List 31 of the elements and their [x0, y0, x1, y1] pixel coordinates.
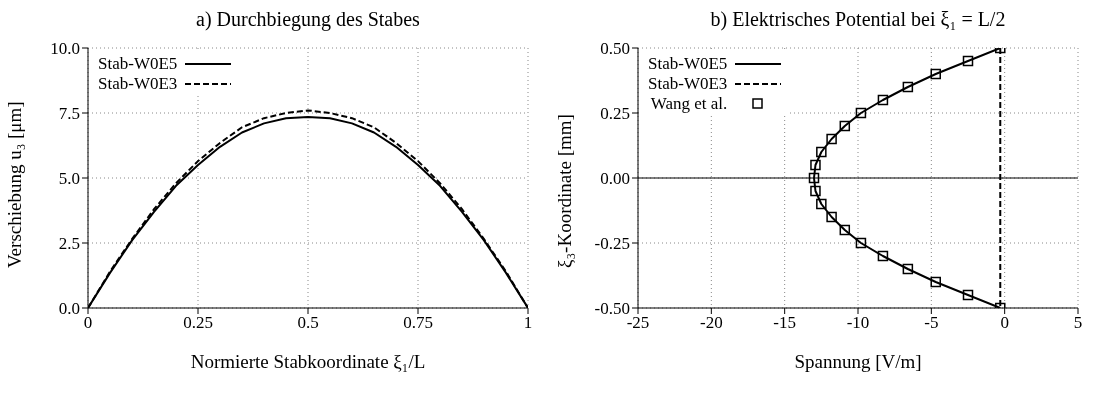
chart-title: a) Durchbiegung des Stabes	[195, 8, 421, 33]
legend-label: Stab-W0E3	[98, 74, 178, 94]
x-tick-label: 0.5	[297, 313, 319, 333]
legend-label: Stab-W0E3	[648, 74, 728, 94]
y-tick-label: 0.0	[58, 299, 80, 319]
x-axis-title: Normierte Stabkoordinate ξ₁/L	[190, 351, 426, 372]
y-tick-label: 0.50	[600, 39, 630, 59]
x-tick-label: 0	[1000, 313, 1009, 333]
x-tick-label: 0.25	[183, 313, 213, 333]
x-tick-label: -10	[846, 313, 870, 333]
legend-label: Wang et al.	[650, 94, 728, 114]
chart-title: b) Elektrisches Potential bei ξ₁ = L/2	[709, 8, 1007, 33]
x-tick-label: 1	[523, 313, 533, 333]
y-axis-title: ξ₃-Koordinate [mm]	[553, 114, 575, 268]
y-tick-label: 2.5	[58, 234, 80, 254]
y-tick-label: 10.0	[50, 39, 80, 59]
x-tick-label: 0	[83, 313, 93, 333]
x-tick-label: 0.75	[403, 313, 433, 333]
x-tick-label: -20	[700, 313, 723, 333]
y-tick-label: 0.25	[600, 104, 630, 124]
legend-label: Stab-W0E5	[648, 54, 728, 74]
x-tick-label: -5	[924, 313, 939, 333]
y-tick-label: 5.0	[58, 169, 80, 189]
legend-label: Stab-W0E5	[98, 54, 178, 74]
x-axis-title: Spannung [V/m]	[794, 351, 922, 372]
x-tick-label: -15	[773, 313, 796, 333]
y-tick-label: 0.00	[600, 169, 630, 189]
y-tick-label: -0.25	[594, 234, 630, 254]
y-tick-label: 7.5	[58, 104, 80, 124]
y-axis-title: Verschiebung u₃ [μm]	[3, 101, 25, 268]
x-tick-label: 5	[1073, 313, 1083, 333]
